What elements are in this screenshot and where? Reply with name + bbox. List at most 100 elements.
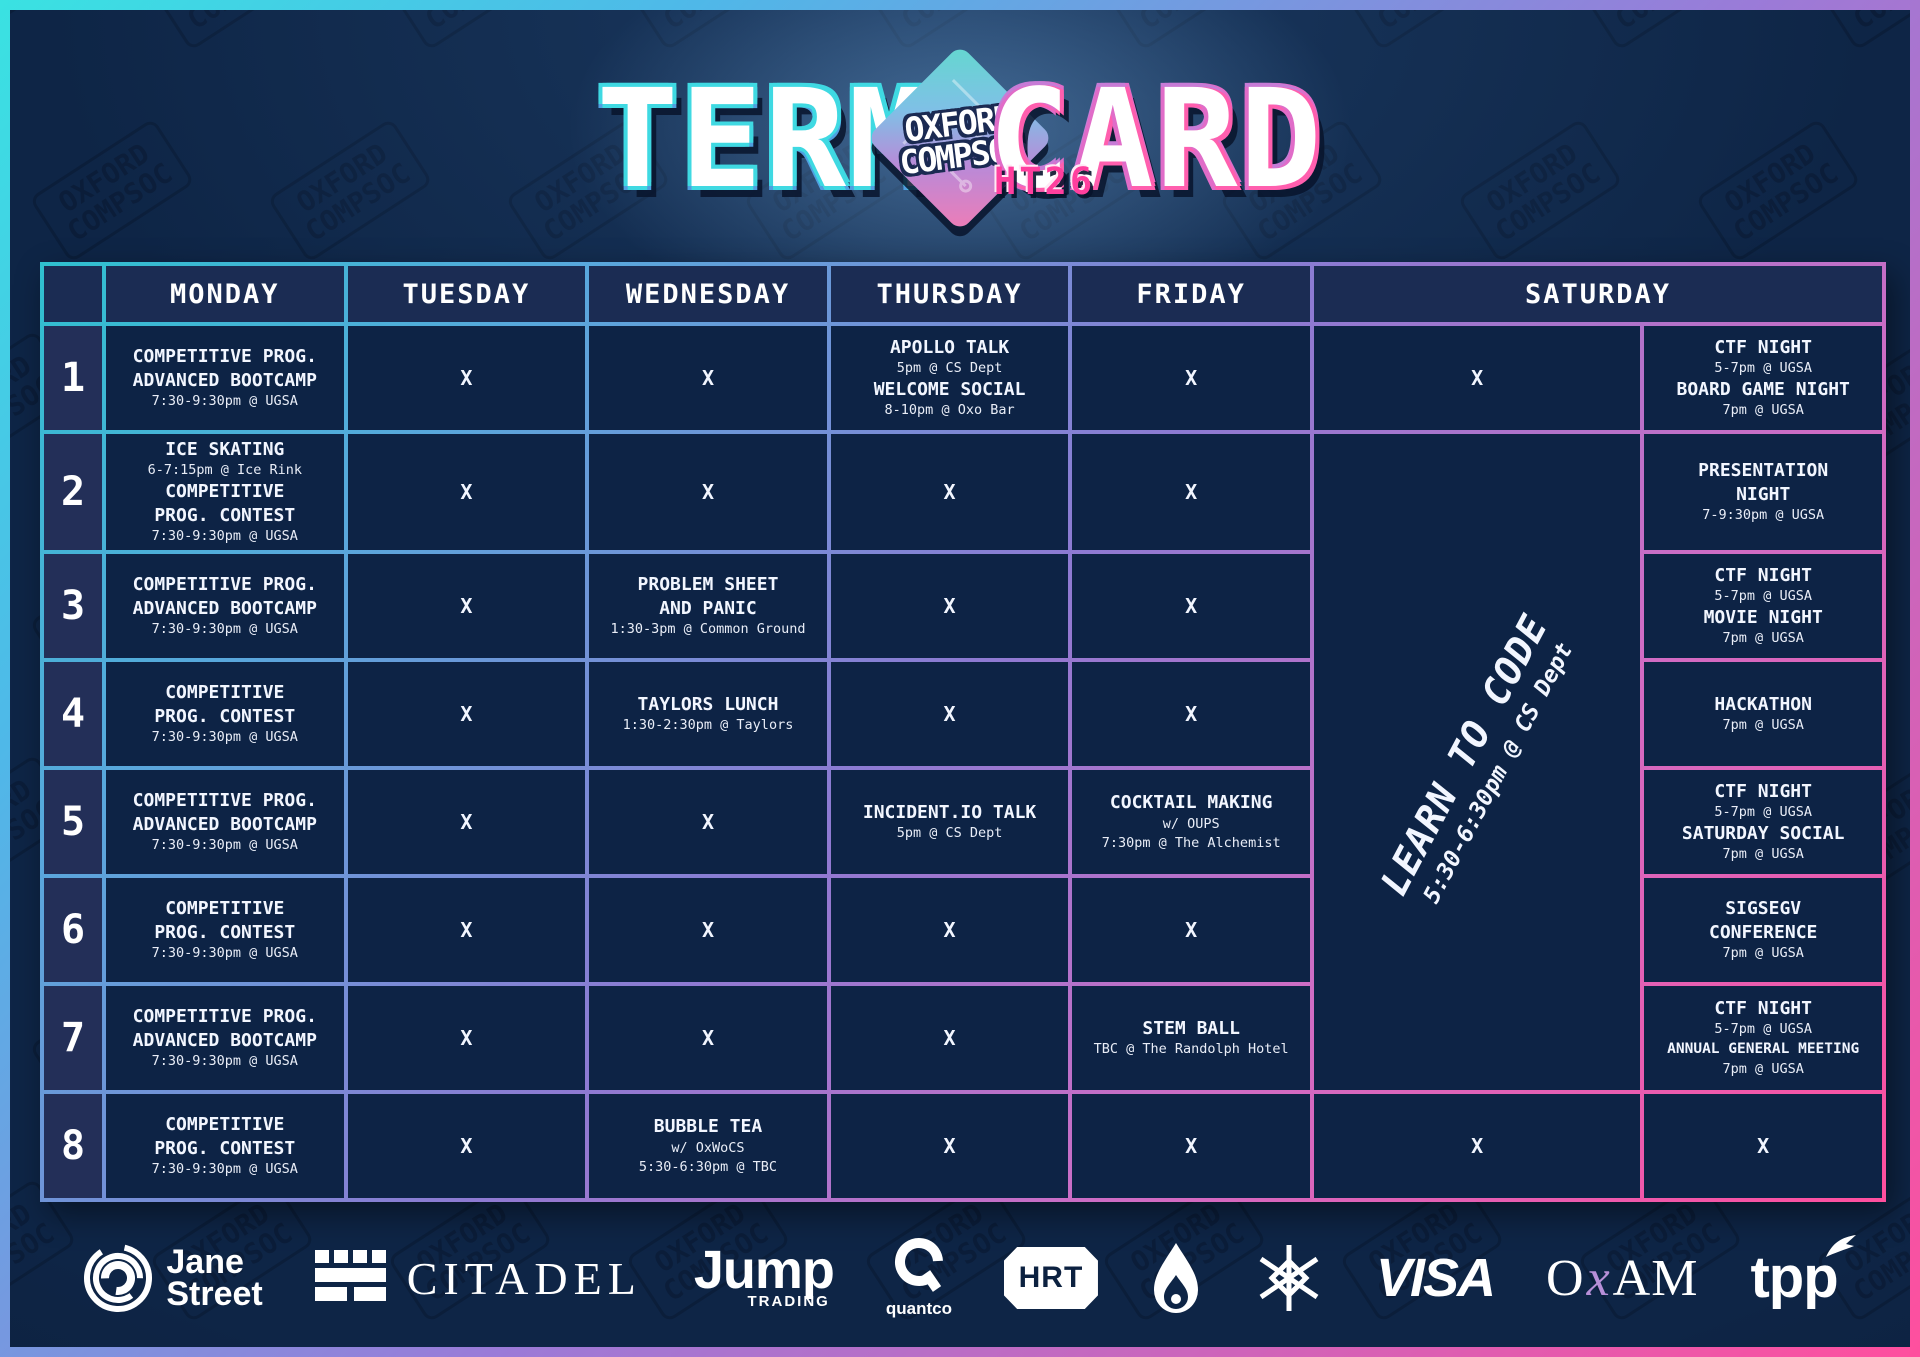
event-time: 7:30-9:30pm @ UGSA — [151, 944, 298, 961]
no-event-marker: X — [460, 1025, 473, 1050]
event-title: HACKATHON — [1714, 693, 1812, 715]
cell-week3-thursday: X — [830, 553, 1069, 658]
week-number-cell-1: 1 — [44, 326, 102, 430]
cell-week4-thursday: X — [830, 661, 1069, 766]
week-number-cell-3: 3 — [44, 553, 102, 658]
cell-week8-monday: COMPETITIVE PROG. CONTEST 7:30-9:30pm @ UG… — [106, 1093, 344, 1198]
no-event-marker: X — [1185, 701, 1198, 726]
no-event-marker: X — [1185, 479, 1198, 504]
event-time: 7pm @ UGSA — [1722, 402, 1804, 419]
termcard-table: MONDAY TUESDAY WEDNESDAY THURSDAY FRIDAY SATU… — [40, 262, 1886, 1202]
event-title: COCKTAIL MAKING — [1109, 792, 1273, 814]
event-title: WELCOME SOCIAL — [873, 379, 1026, 400]
sponsors-bar: Jane Street CITADEL Jump TRADING — [10, 1208, 1910, 1347]
cell-week6-monday: COMPETITIVE PROG. CONTEST 7:30-9:30pm @ UG… — [106, 877, 344, 982]
cell-week1-monday: COMPETITIVE PROG. ADVANCED BOOTCAMP 7:30-9… — [106, 326, 344, 430]
event-time: 5pm @ CS Dept — [896, 360, 1003, 377]
no-event-marker: X — [943, 593, 956, 618]
cell-week6-thursday: X — [830, 877, 1069, 982]
no-event-marker: X — [460, 701, 473, 726]
event-title: CTF NIGHT — [1714, 564, 1812, 586]
day-header-tuesday: TUESDAY — [347, 266, 586, 322]
event-title: MOVIE NIGHT — [1703, 606, 1823, 628]
event-title: PROG. CONTEST — [154, 504, 296, 526]
event-time: 7:30-9:30pm @ UGSA — [151, 728, 298, 745]
cell-week6-tuesday: X — [347, 877, 586, 982]
cell-week8-saturday-left: X — [1313, 1093, 1641, 1198]
cell-week1-friday: X — [1072, 326, 1310, 430]
cell-week7-friday: STEM BALL TBC @ The Randolph Hotel — [1072, 985, 1310, 1090]
event-title: COMPETITIVE — [165, 481, 285, 503]
cell-week5-tuesday: X — [347, 769, 586, 874]
no-event-marker: X — [1185, 366, 1198, 390]
event-title: ICE SKATING — [165, 439, 285, 460]
no-event-marker: X — [701, 366, 714, 390]
event-title: ADVANCED BOOTCAMP — [132, 369, 317, 391]
jane-line2: Street — [166, 1275, 263, 1313]
no-event-marker: X — [460, 1133, 473, 1158]
week-number-cell-8: 8 — [44, 1093, 102, 1198]
event-title: CONFERENCE — [1709, 921, 1818, 943]
quantco-q-icon — [894, 1238, 943, 1292]
week-number-cell-7: 7 — [44, 985, 102, 1090]
cell-week3-tuesday: X — [347, 553, 586, 658]
snowflake-logo-icon — [1259, 1245, 1319, 1311]
jane-street-rings-icon — [84, 1244, 153, 1312]
event-title: STEM BALL — [1142, 1017, 1240, 1039]
quantco-wordmark: quantco — [885, 1299, 952, 1318]
cell-week1-saturday-left: X — [1313, 326, 1641, 430]
oxam-x: x — [1586, 1249, 1611, 1307]
event-title: CTF NIGHT — [1714, 780, 1812, 802]
cell-week1-saturday-right: CTF NIGHT 5-7pm @ UGSA BOARD GAME NIGHT 7pm… — [1644, 326, 1882, 430]
event-time: 5-7pm @ UGSA — [1714, 588, 1812, 605]
no-event-marker: X — [460, 366, 473, 390]
no-event-marker: X — [1185, 917, 1198, 942]
event-time: 7:30-9:30pm @ UGSA — [151, 1052, 298, 1069]
citadel-bricks-icon — [314, 1250, 386, 1301]
event-time: 5-7pm @ UGSA — [1714, 804, 1812, 821]
cell-week4-friday: X — [1072, 661, 1310, 766]
week-number-cell-6: 6 — [44, 877, 102, 982]
oxam-o: O — [1546, 1249, 1585, 1307]
jane-line1: Jane — [166, 1242, 244, 1281]
event-title: NIGHT — [1736, 483, 1791, 505]
event-title: COMPETITIVE PROG. — [132, 1006, 317, 1028]
cell-week7-wednesday: X — [589, 985, 827, 1090]
no-event-marker: X — [1185, 1133, 1198, 1158]
event-time: 7:30-9:30pm @ UGSA — [151, 392, 298, 409]
cell-week5-wednesday: X — [589, 769, 827, 874]
event-time: 1:30-2:30pm @ Taylors — [622, 717, 794, 734]
event-title: COMPETITIVE — [165, 1114, 285, 1136]
citadel-wordmark: CITADEL — [406, 1252, 642, 1304]
cell-week8-thursday: X — [830, 1093, 1069, 1198]
no-event-marker: X — [460, 479, 473, 504]
week-number-cell-2: 2 — [44, 434, 102, 550]
no-event-marker: X — [1471, 1133, 1484, 1158]
sponsor-snowflake — [1254, 1243, 1324, 1313]
cell-week4-monday: COMPETITIVE PROG. CONTEST 7:30-9:30pm @ UG… — [106, 661, 344, 766]
tpp-bird-icon — [1825, 1235, 1856, 1257]
jump-wordmark: Jump — [693, 1240, 835, 1301]
no-event-marker: X — [460, 809, 473, 834]
no-event-marker: X — [1757, 1133, 1770, 1158]
hrt-wordmark: HRT — [1018, 1261, 1084, 1294]
sponsor-tpp: tpp — [1750, 1235, 1856, 1307]
event-time: 6-7:15pm @ Ice Rink — [147, 462, 303, 479]
event-time: 7:30-9:30pm @ UGSA — [151, 1160, 298, 1177]
cell-week7-saturday-right: CTF NIGHT 5-7pm @ UGSA ANNUAL GENERAL MEET… — [1644, 985, 1882, 1090]
no-event-marker: X — [701, 1025, 714, 1050]
event-time: 7-9:30pm @ UGSA — [1702, 506, 1825, 523]
cell-week5-saturday-right: CTF NIGHT 5-7pm @ UGSA SATURDAY SOCIAL 7pm … — [1644, 769, 1882, 874]
term-code-ht26: HT26 — [994, 160, 1096, 203]
cell-week2-friday: X — [1072, 434, 1310, 550]
sponsor-citadel: CITADEL — [314, 1250, 642, 1306]
event-title: SIGSEGV — [1725, 898, 1802, 920]
event-title: PROG. CONTEST — [154, 705, 296, 727]
cell-week4-wednesday: TAYLORS LUNCH 1:30-2:30pm @ Taylors — [589, 661, 827, 766]
sponsor-visa: VISA — [1376, 1247, 1496, 1309]
week-number-cell-5: 5 — [44, 769, 102, 874]
event-time: w/ OxWoCS — [671, 1139, 745, 1156]
cell-week5-monday: COMPETITIVE PROG. ADVANCED BOOTCAMP 7:30-9… — [106, 769, 344, 874]
day-header-monday: MONDAY — [106, 266, 344, 322]
